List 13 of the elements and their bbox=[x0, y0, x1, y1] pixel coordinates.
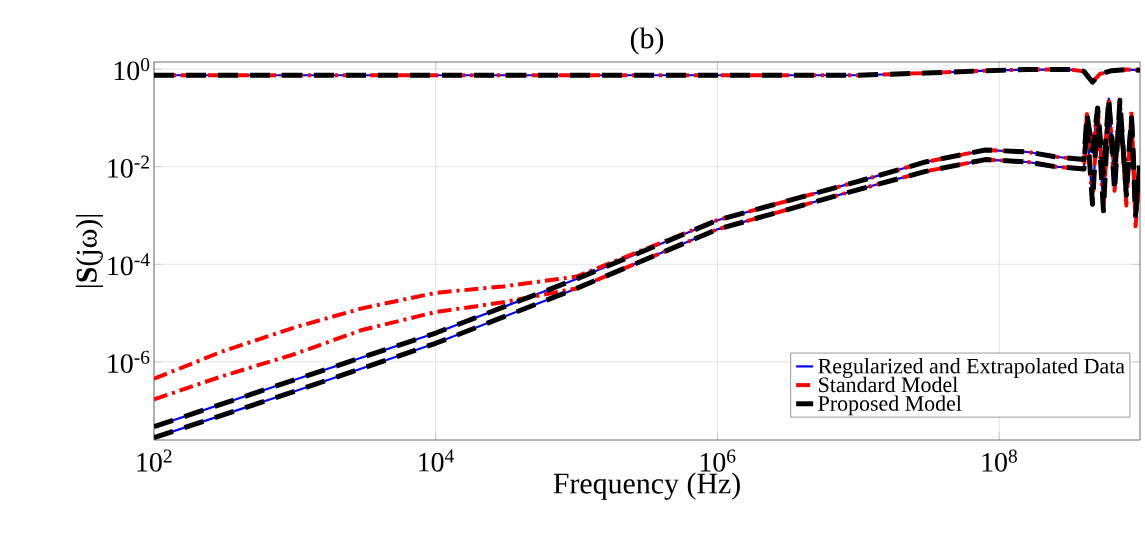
y-axis-title: |S(jω)| bbox=[75, 215, 103, 287]
y-tick-label: 10$^{-2}$ bbox=[108, 155, 149, 178]
legend-label: Proposed Model bbox=[818, 395, 962, 416]
x-axis-title: Frequency (Hz) bbox=[553, 472, 740, 500]
y-tick-label: 10$^{0}$ bbox=[114, 58, 150, 81]
x-tick-label: 10$^{2}$ bbox=[137, 449, 172, 472]
x-tick-label: 10$^{8}$ bbox=[982, 449, 1017, 472]
x-tick-label: 10$^{6}$ bbox=[700, 449, 736, 472]
y-tick-label: 10$^{-6}$ bbox=[108, 350, 150, 373]
y-tick-label: 10$^{-4}$ bbox=[108, 253, 150, 276]
x-tick-label: 10$^{4}$ bbox=[419, 449, 454, 472]
legend-label: Standard Model bbox=[819, 376, 958, 393]
chart-title: (b) bbox=[630, 27, 664, 55]
